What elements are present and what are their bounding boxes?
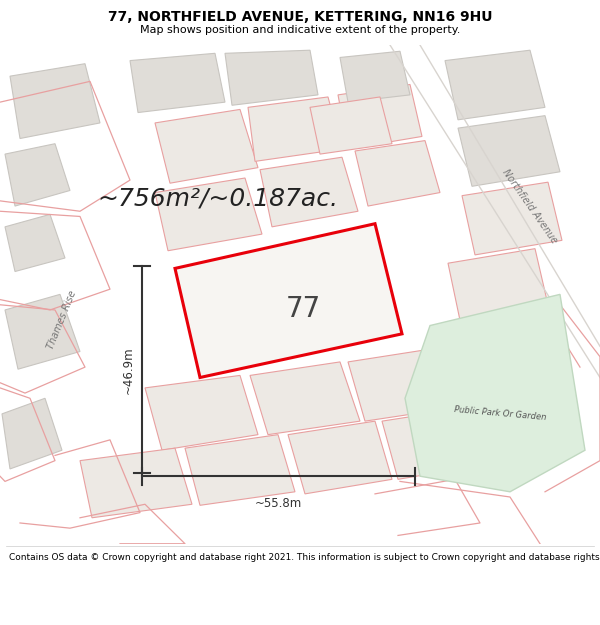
Polygon shape [288, 421, 392, 494]
Text: Northfield Avenue: Northfield Avenue [500, 167, 559, 245]
Text: 77: 77 [286, 295, 320, 323]
Text: Contains OS data © Crown copyright and database right 2021. This information is : Contains OS data © Crown copyright and d… [9, 554, 600, 562]
Polygon shape [355, 141, 440, 206]
Polygon shape [80, 448, 192, 518]
Polygon shape [445, 50, 545, 120]
Polygon shape [155, 109, 258, 183]
Polygon shape [155, 178, 262, 251]
Text: ~55.8m: ~55.8m [255, 497, 302, 510]
Polygon shape [5, 144, 70, 206]
Text: ~756m²/~0.187ac.: ~756m²/~0.187ac. [97, 187, 338, 211]
Polygon shape [5, 294, 80, 369]
Polygon shape [130, 53, 225, 112]
Polygon shape [185, 434, 295, 505]
Polygon shape [248, 97, 342, 161]
Polygon shape [405, 294, 585, 492]
Polygon shape [458, 116, 560, 186]
Polygon shape [250, 362, 360, 434]
Polygon shape [5, 214, 65, 271]
Polygon shape [340, 51, 410, 102]
Polygon shape [348, 349, 448, 421]
Polygon shape [145, 376, 258, 450]
Text: Public Park Or Garden: Public Park Or Garden [454, 406, 547, 422]
Polygon shape [2, 398, 62, 469]
Text: ~46.9m: ~46.9m [121, 346, 134, 394]
Polygon shape [10, 64, 100, 139]
Polygon shape [310, 97, 392, 154]
Polygon shape [462, 182, 562, 255]
Polygon shape [225, 50, 318, 105]
Polygon shape [448, 249, 548, 321]
Polygon shape [338, 84, 422, 149]
Text: 77, NORTHFIELD AVENUE, KETTERING, NN16 9HU: 77, NORTHFIELD AVENUE, KETTERING, NN16 9… [108, 10, 492, 24]
Text: Thames Rise: Thames Rise [46, 289, 79, 351]
Polygon shape [382, 409, 478, 479]
Text: Map shows position and indicative extent of the property.: Map shows position and indicative extent… [140, 25, 460, 35]
Polygon shape [175, 224, 402, 378]
Polygon shape [260, 158, 358, 227]
